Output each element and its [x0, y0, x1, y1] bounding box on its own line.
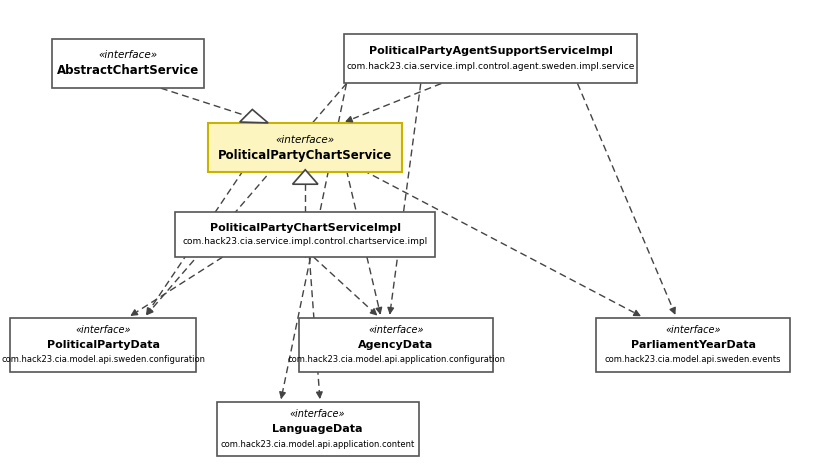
Bar — [175, 212, 436, 257]
Text: com.hack23.cia.service.impl.control.chartservice.impl: com.hack23.cia.service.impl.control.char… — [182, 237, 428, 246]
Text: «interface»: «interface» — [98, 51, 158, 61]
Bar — [208, 123, 403, 173]
Text: PoliticalPartyAgentSupportServiceImpl: PoliticalPartyAgentSupportServiceImpl — [369, 46, 613, 56]
Text: «interface»: «interface» — [290, 409, 346, 419]
Text: com.hack23.cia.model.api.application.configuration: com.hack23.cia.model.api.application.con… — [287, 356, 505, 364]
Text: com.hack23.cia.service.impl.control.agent.sweden.impl.service: com.hack23.cia.service.impl.control.agen… — [346, 61, 635, 70]
Text: «interface»: «interface» — [368, 325, 424, 334]
Text: AbstractChartService: AbstractChartService — [57, 64, 199, 77]
Bar — [596, 318, 790, 371]
Text: com.hack23.cia.model.api.sweden.configuration: com.hack23.cia.model.api.sweden.configur… — [1, 356, 205, 364]
Text: ParliamentYearData: ParliamentYearData — [630, 340, 756, 350]
Text: LanguageData: LanguageData — [272, 424, 363, 434]
Bar — [345, 34, 637, 83]
Bar — [51, 39, 205, 88]
Text: «interface»: «interface» — [665, 325, 721, 334]
Text: PoliticalPartyChartServiceImpl: PoliticalPartyChartServiceImpl — [210, 223, 401, 233]
Polygon shape — [240, 109, 268, 123]
Text: PoliticalPartyChartService: PoliticalPartyChartService — [218, 149, 393, 162]
Bar — [299, 318, 493, 371]
Text: «interface»: «interface» — [75, 325, 131, 334]
Polygon shape — [293, 170, 318, 184]
Bar — [216, 402, 418, 456]
Text: com.hack23.cia.model.api.sweden.events: com.hack23.cia.model.api.sweden.events — [605, 356, 781, 364]
Text: PoliticalPartyData: PoliticalPartyData — [47, 340, 159, 350]
Text: «interface»: «interface» — [276, 135, 335, 145]
Bar — [10, 318, 196, 371]
Text: com.hack23.cia.model.api.application.content: com.hack23.cia.model.api.application.con… — [220, 440, 415, 449]
Text: AgencyData: AgencyData — [358, 340, 434, 350]
